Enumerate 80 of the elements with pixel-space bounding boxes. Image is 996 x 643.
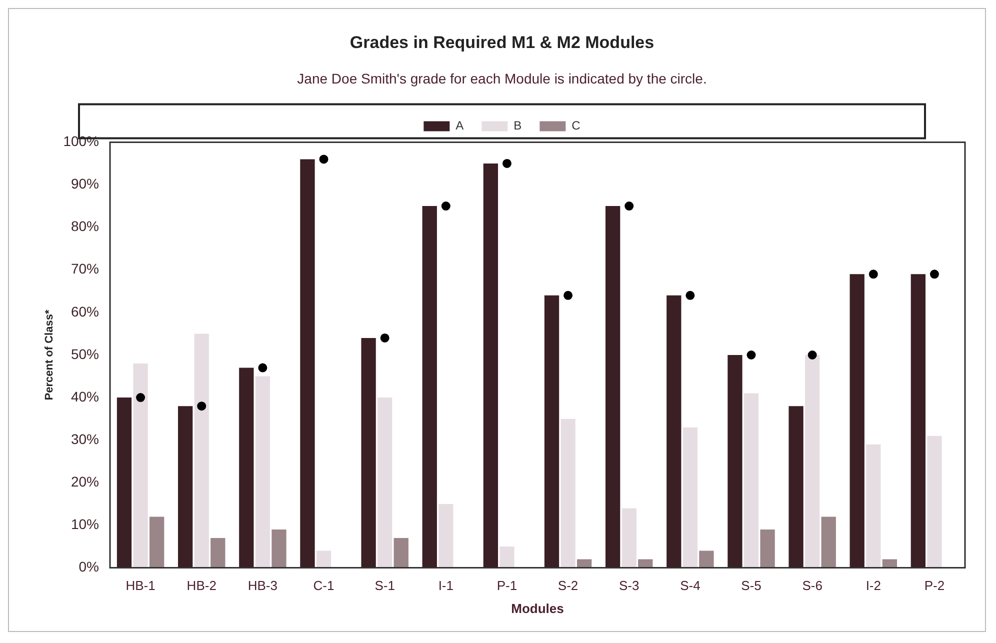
bar: [272, 529, 286, 568]
point: [319, 154, 328, 164]
x-tick-label: S-2: [558, 578, 578, 594]
bar: [622, 508, 636, 568]
legend-label: B: [514, 118, 522, 133]
y-tick-label: 20%: [70, 474, 100, 490]
point: [380, 333, 390, 342]
bar: [378, 398, 392, 568]
y-tick-label: 80%: [70, 218, 100, 234]
bar: [760, 529, 775, 568]
y-tick-label: 30%: [70, 430, 100, 447]
bar: [422, 206, 437, 568]
x-axis-title: Modules: [511, 600, 564, 616]
bar: [239, 368, 254, 568]
bar: [394, 538, 408, 568]
point: [564, 290, 573, 300]
x-tick-label: S-6: [802, 578, 822, 594]
y-tick-label: 90%: [70, 176, 100, 192]
y-tick-label: 70%: [70, 260, 100, 277]
legend-label: A: [456, 118, 464, 133]
y-tick-label: 0%: [78, 558, 100, 575]
point: [258, 363, 268, 372]
x-tick-label: HB-1: [126, 578, 156, 594]
y-tick-label: 50%: [70, 346, 100, 362]
bar: [178, 406, 193, 568]
chart-title: Grades in Required M1 & M2 Modules: [350, 32, 654, 52]
bar: [682, 427, 698, 568]
point: [808, 350, 817, 360]
bar: [116, 398, 132, 568]
x-tick-label: C-1: [313, 578, 334, 594]
y-tick-label: 10%: [70, 516, 100, 532]
bar: [194, 334, 209, 568]
point: [136, 393, 146, 402]
y-tick-label: 40%: [70, 388, 100, 404]
bar: [666, 295, 682, 568]
bar: [133, 364, 148, 568]
bar: [744, 393, 759, 568]
point: [686, 290, 695, 300]
bar: [699, 550, 714, 568]
bar: [728, 355, 742, 568]
point: [624, 202, 634, 211]
x-tick-label: HB-2: [186, 578, 216, 594]
x-tick-label: S-4: [680, 578, 700, 594]
bar: [500, 546, 514, 568]
bar: [804, 355, 820, 568]
x-tick-label: P-2: [924, 578, 945, 594]
y-tick-label: 60%: [70, 303, 100, 320]
bar: [866, 444, 881, 568]
bar: [910, 274, 926, 568]
bar: [850, 274, 864, 568]
x-tick-label: I-2: [866, 578, 881, 594]
legend-label: C: [572, 118, 581, 133]
bar: [821, 516, 836, 568]
bar: [605, 206, 620, 568]
point: [502, 158, 512, 168]
bar: [300, 159, 315, 568]
bar: [788, 406, 804, 568]
bar: [438, 504, 454, 568]
y-axis-title: Percent of Class*: [44, 309, 56, 400]
x-tick-label: HB-3: [248, 578, 278, 594]
x-tick-label: P-1: [496, 578, 518, 594]
bar: [560, 418, 576, 568]
x-tick-label: I-1: [438, 578, 454, 594]
bar: [361, 338, 376, 568]
bar: [483, 163, 498, 568]
point: [197, 402, 206, 411]
bar: [150, 516, 164, 568]
point: [441, 202, 450, 211]
point: [868, 270, 878, 279]
x-tick-label: S-1: [374, 578, 395, 594]
bar: [927, 436, 942, 568]
bar: [316, 550, 332, 568]
point: [930, 270, 939, 279]
x-tick-label: S-3: [618, 578, 640, 594]
point: [746, 350, 756, 360]
x-tick-label: S-5: [741, 578, 762, 594]
bar: [544, 295, 560, 568]
bar: [255, 376, 270, 568]
bar: [210, 538, 226, 568]
chart-subtitle: Jane Doe Smith's grade for each Module is indicated by the circle.: [297, 70, 707, 87]
